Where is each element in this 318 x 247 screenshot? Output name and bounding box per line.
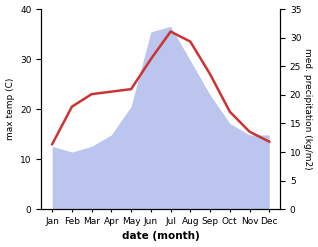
Y-axis label: med. precipitation (kg/m2): med. precipitation (kg/m2) — [303, 48, 313, 170]
X-axis label: date (month): date (month) — [122, 231, 200, 242]
Y-axis label: max temp (C): max temp (C) — [5, 78, 15, 140]
